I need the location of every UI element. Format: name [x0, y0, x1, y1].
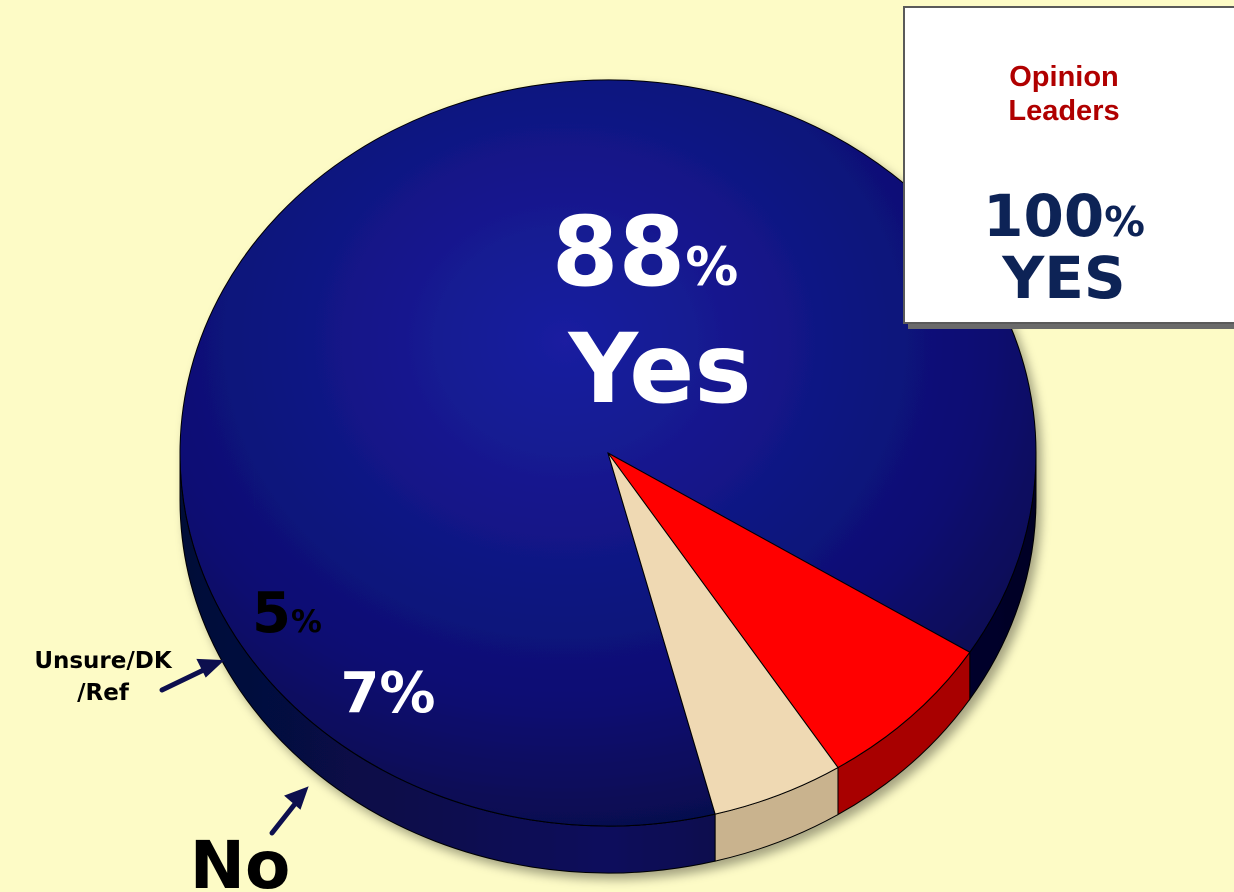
opinion-leaders-answer: YES — [1002, 244, 1126, 312]
no-arrow-icon — [269, 786, 309, 836]
yes-category-label: Yes — [568, 313, 752, 425]
unsure-slice — [607, 452, 839, 815]
opinion-leaders-box: Opinion Leaders 100% YES — [903, 6, 1234, 324]
opinion-leaders-percent: 100% — [983, 182, 1145, 250]
title-line2: Leaders — [1008, 95, 1120, 127]
unsure-callout-line1: Unsure/DK — [34, 648, 173, 674]
yes-percent-label: 88% — [552, 196, 739, 308]
no-callout-label: No — [190, 827, 291, 892]
no-percent-label: 7% — [340, 661, 435, 726]
unsure-arrow-icon — [159, 658, 225, 693]
no-slice — [607, 452, 971, 769]
unsure-callout-line2: /Ref — [77, 680, 130, 706]
title-line1: Opinion — [1009, 61, 1119, 93]
opinion-leaders-title: Opinion Leaders — [905, 60, 1223, 128]
unsure-percent-label: 5% — [252, 581, 322, 646]
